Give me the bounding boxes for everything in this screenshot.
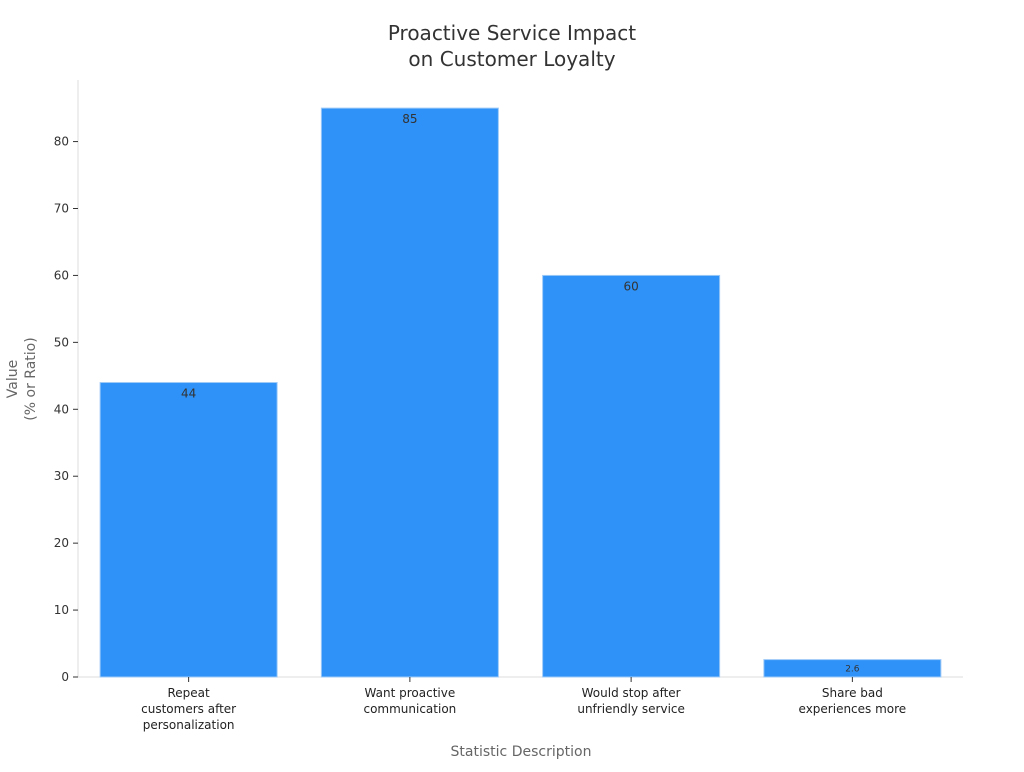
y-tick-label: 0 bbox=[61, 670, 69, 684]
bar-value-label: 60 bbox=[623, 279, 638, 293]
y-tick-label: 10 bbox=[54, 603, 69, 617]
x-tick-label: Would stop after bbox=[582, 686, 681, 700]
y-axis-label-line-2: (% or Ratio) bbox=[23, 337, 39, 420]
x-tick-label: communication bbox=[363, 702, 456, 716]
y-tick-label: 70 bbox=[54, 202, 69, 216]
x-tick-label: unfriendly service bbox=[577, 702, 685, 716]
y-tick-label: 80 bbox=[54, 135, 69, 149]
bar-value-label: 2.6 bbox=[845, 665, 860, 675]
bar bbox=[320, 107, 499, 678]
bar bbox=[542, 274, 721, 678]
x-tick-label: customers after bbox=[141, 702, 236, 716]
y-tick-label: 40 bbox=[54, 402, 69, 416]
bar-value-label: 85 bbox=[402, 112, 417, 126]
x-tick-label: experiences more bbox=[799, 702, 907, 716]
y-tick-label: 30 bbox=[54, 469, 69, 483]
bar bbox=[99, 382, 278, 678]
x-tick-label: Want proactive bbox=[365, 686, 456, 700]
chart-title-line-2: on Customer Loyalty bbox=[408, 47, 615, 71]
x-tick-label: Repeat bbox=[168, 686, 211, 700]
y-tick-label: 60 bbox=[54, 268, 69, 282]
chart-title-line-1: Proactive Service Impact bbox=[388, 21, 636, 45]
bar-value-label: 44 bbox=[181, 387, 196, 401]
x-axis-label: Statistic Description bbox=[451, 744, 592, 760]
x-tick-label: personalization bbox=[143, 718, 235, 732]
y-axis-label-line-1: Value bbox=[5, 360, 21, 398]
y-tick-label: 20 bbox=[54, 536, 69, 550]
x-tick-label: Share bad bbox=[822, 686, 883, 700]
y-tick-label: 50 bbox=[54, 335, 69, 349]
